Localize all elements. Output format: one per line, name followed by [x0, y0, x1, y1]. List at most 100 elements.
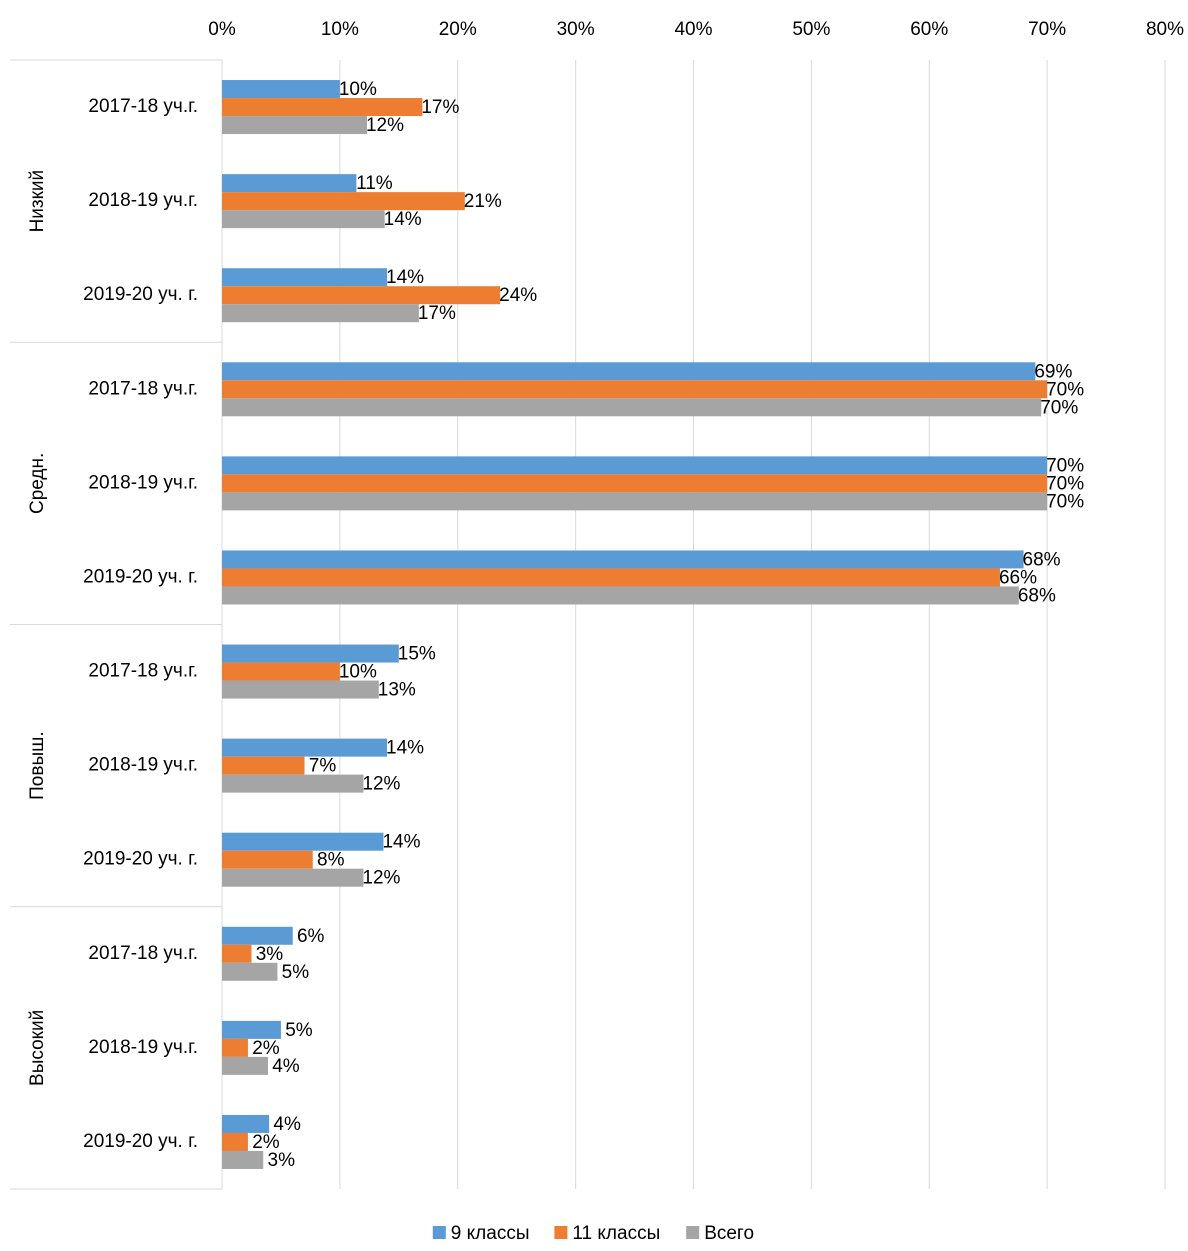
- data-label: 10%: [339, 79, 377, 100]
- bar: [222, 1020, 281, 1039]
- bar: [222, 98, 423, 117]
- data-labels: 10%17%12%11%21%14%14%24%17%69%70%70%70%7…: [252, 79, 1084, 1171]
- data-label: 21%: [464, 191, 502, 212]
- legend-swatch: [432, 1226, 446, 1239]
- bar: [222, 944, 252, 963]
- data-label: 12%: [366, 115, 404, 136]
- data-label: 14%: [386, 738, 424, 759]
- category-label: 2019-20 уч. г.: [83, 566, 198, 587]
- legend-label: 11 классы: [572, 1223, 660, 1244]
- data-label: 2%: [252, 1132, 280, 1153]
- x-tick-label: 20%: [439, 19, 477, 40]
- bar: [222, 1114, 270, 1133]
- data-label: 68%: [1018, 585, 1056, 606]
- legend-label: 9 классы: [451, 1223, 530, 1244]
- bar: [222, 474, 1048, 493]
- bar: [222, 492, 1048, 511]
- x-tick-label: 70%: [1028, 19, 1066, 40]
- data-label: 12%: [362, 774, 400, 795]
- category-labels: 2017-18 уч.г. 2018-19 уч.г. 2019-20 уч. г.…: [83, 96, 198, 1152]
- data-label: 4%: [273, 1114, 301, 1135]
- legend-item[interactable]: 9 классы: [432, 1223, 530, 1244]
- bar: [222, 1132, 248, 1151]
- data-label: 4%: [272, 1056, 300, 1077]
- bar: [222, 304, 419, 323]
- x-tick-label: 80%: [1146, 19, 1184, 40]
- bar: [222, 774, 364, 793]
- category-label: 2017-18 уч.г.: [88, 943, 198, 964]
- data-label: 15%: [398, 644, 436, 665]
- bar: [222, 398, 1042, 417]
- bar: [222, 550, 1024, 569]
- bar: [222, 362, 1036, 381]
- x-tick-label: 40%: [674, 19, 712, 40]
- data-label: 11%: [356, 173, 393, 194]
- data-label: 70%: [1046, 455, 1084, 476]
- category-label: 2018-19 уч.г.: [88, 1037, 198, 1058]
- bar: [222, 662, 340, 681]
- x-tick-label: 60%: [910, 19, 948, 40]
- bar: [222, 738, 388, 757]
- data-label: 8%: [317, 850, 345, 871]
- group-label: Средн.: [27, 453, 48, 514]
- bars: [222, 80, 1048, 1169]
- category-label: 2017-18 уч.г.: [88, 661, 198, 682]
- category-label: 2018-19 уч.г.: [88, 755, 198, 776]
- bar: [222, 380, 1048, 399]
- bar: [222, 568, 1000, 587]
- bar: [222, 868, 364, 887]
- bar: [222, 586, 1019, 605]
- data-label: 17%: [418, 303, 456, 324]
- data-label: 6%: [297, 926, 325, 947]
- data-label: 12%: [362, 868, 400, 889]
- legend-item[interactable]: 11 классы: [554, 1223, 660, 1244]
- gridlines: [339, 60, 1166, 1189]
- data-label: 24%: [499, 285, 537, 306]
- data-label: 3%: [268, 1150, 296, 1171]
- bar: [222, 192, 465, 211]
- data-label: 3%: [256, 944, 284, 965]
- bar: [222, 644, 399, 663]
- x-tick-label: 50%: [792, 19, 830, 40]
- legend-swatch: [554, 1226, 568, 1239]
- x-axis-tick-labels: 0% 10% 20% 30% 40% 50% 60% 70% 80%: [208, 19, 1184, 40]
- legend-swatch: [686, 1226, 700, 1239]
- x-tick-label: 30%: [557, 19, 595, 40]
- bar: [222, 456, 1048, 475]
- category-label: 2019-20 уч. г.: [83, 1131, 198, 1152]
- data-label: 66%: [999, 567, 1037, 588]
- data-label: 70%: [1046, 491, 1084, 512]
- bar: [222, 1056, 268, 1075]
- x-tick-label: 0%: [208, 19, 236, 40]
- bar: [222, 116, 367, 135]
- bar: [222, 286, 501, 305]
- data-label: 14%: [386, 267, 424, 288]
- bar: [222, 680, 379, 699]
- data-label: 70%: [1046, 473, 1084, 494]
- legend-item[interactable]: Всего: [686, 1223, 754, 1244]
- data-label: 7%: [309, 756, 337, 777]
- data-label: 13%: [378, 680, 416, 701]
- data-label: 17%: [421, 97, 459, 118]
- bar: [222, 926, 293, 945]
- group-label: Низкий: [27, 170, 48, 233]
- data-label: 10%: [339, 662, 377, 683]
- bar: [222, 756, 305, 775]
- bar: [222, 1038, 248, 1057]
- data-label: 70%: [1046, 379, 1084, 400]
- bar: [222, 268, 388, 287]
- data-label: 2%: [252, 1038, 280, 1059]
- bar: [222, 80, 340, 99]
- data-label: 14%: [384, 209, 422, 230]
- bar: [222, 832, 384, 851]
- category-label: 2019-20 уч. г.: [83, 284, 198, 305]
- data-label: 5%: [282, 962, 310, 983]
- data-label: 70%: [1040, 397, 1078, 418]
- group-label: Высокий: [27, 1010, 48, 1086]
- bar: [222, 174, 357, 193]
- data-label: 68%: [1023, 549, 1061, 570]
- data-label: 14%: [382, 832, 420, 853]
- data-label: 5%: [285, 1020, 313, 1041]
- category-label: 2017-18 уч.г.: [88, 378, 198, 399]
- legend[interactable]: 9 классы 11 классы Всего: [432, 1223, 754, 1244]
